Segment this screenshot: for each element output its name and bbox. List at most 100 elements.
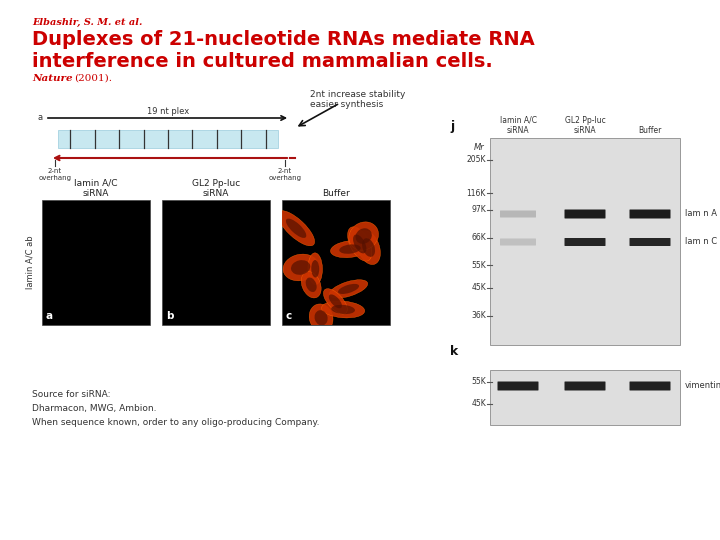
Ellipse shape [286,219,306,238]
Ellipse shape [109,232,132,247]
Text: 55K: 55K [472,377,486,387]
Ellipse shape [88,206,112,238]
Ellipse shape [339,245,361,254]
Ellipse shape [109,190,135,228]
Ellipse shape [49,219,89,238]
Ellipse shape [315,310,328,326]
Ellipse shape [308,253,323,285]
Ellipse shape [114,259,138,271]
Text: 19 nt plex: 19 nt plex [147,107,189,116]
Bar [490,370,680,425]
Ellipse shape [227,273,240,286]
Text: Mr: Mr [474,143,485,152]
Text: b: b [166,311,174,321]
Ellipse shape [210,265,221,289]
Ellipse shape [301,272,321,298]
Ellipse shape [338,284,359,294]
Text: 45K: 45K [472,284,486,293]
FancyBboxPatch shape [564,238,606,246]
FancyBboxPatch shape [500,211,536,218]
Ellipse shape [66,199,87,239]
Ellipse shape [215,261,235,300]
Text: a: a [46,311,53,321]
Ellipse shape [202,294,247,321]
Ellipse shape [220,235,257,269]
Ellipse shape [206,210,242,239]
Ellipse shape [77,259,102,293]
Ellipse shape [131,309,148,326]
Ellipse shape [80,206,91,228]
Ellipse shape [92,273,122,302]
Ellipse shape [323,289,347,314]
FancyBboxPatch shape [500,239,536,246]
Ellipse shape [71,208,83,230]
Ellipse shape [207,235,221,252]
FancyBboxPatch shape [629,238,670,246]
Ellipse shape [155,203,186,235]
Text: lamin A/C
siRNA: lamin A/C siRNA [74,179,118,198]
Text: 97K: 97K [472,206,486,214]
Text: a: a [37,113,42,123]
Bar [162,200,270,325]
Ellipse shape [202,228,227,259]
Text: GL2 Pp-luc
siRNA: GL2 Pp-luc siRNA [564,116,606,135]
Ellipse shape [283,254,318,281]
Ellipse shape [353,234,366,253]
Text: Buffer: Buffer [322,189,350,198]
Ellipse shape [228,243,249,261]
Text: 205K: 205K [467,156,486,165]
Ellipse shape [204,255,226,299]
Ellipse shape [322,301,365,318]
Bar [42,200,150,325]
Ellipse shape [219,271,230,292]
Text: lam n A: lam n A [685,210,717,219]
Text: Nature: Nature [32,74,73,83]
Ellipse shape [306,278,317,292]
Text: Buffer: Buffer [639,126,662,135]
FancyBboxPatch shape [564,381,606,390]
Ellipse shape [309,304,333,332]
Ellipse shape [362,238,375,257]
Ellipse shape [94,214,107,231]
Text: lamin A/C ab: lamin A/C ab [25,235,35,289]
Text: 2nt increase stability
easier synthesis: 2nt increase stability easier synthesis [310,90,405,110]
Text: 66K: 66K [472,233,486,242]
Ellipse shape [58,223,81,234]
Text: GL2 Pp-luc
siRNA: GL2 Pp-luc siRNA [192,179,240,198]
Text: 45K: 45K [472,400,486,408]
Ellipse shape [348,227,372,261]
FancyBboxPatch shape [629,381,670,390]
Ellipse shape [215,216,234,233]
Text: (2001).: (2001). [74,74,112,83]
Text: j: j [450,120,454,133]
Ellipse shape [222,268,246,291]
Text: 116K: 116K [467,188,486,198]
Ellipse shape [124,302,155,333]
Text: 2-nt
overhang: 2-nt overhang [38,168,71,181]
Text: Duplexes of 21-nucleotide RNAs mediate RNA: Duplexes of 21-nucleotide RNAs mediate R… [32,30,535,49]
Text: lam n C: lam n C [685,238,717,246]
Ellipse shape [291,260,310,275]
Ellipse shape [330,280,368,298]
Ellipse shape [212,300,237,315]
Text: vimentin: vimentin [685,381,720,390]
Ellipse shape [356,231,380,265]
Text: Elbashir, S. M. et al.: Elbashir, S. M. et al. [32,18,143,27]
Ellipse shape [101,226,141,253]
Ellipse shape [162,211,180,228]
Ellipse shape [93,291,108,306]
Ellipse shape [184,278,204,296]
Ellipse shape [331,305,355,314]
Text: k: k [450,345,458,358]
Bar [58,130,278,148]
Ellipse shape [99,279,115,295]
Ellipse shape [218,234,251,263]
Ellipse shape [215,256,241,282]
Text: 55K: 55K [472,260,486,269]
Ellipse shape [349,222,379,250]
Ellipse shape [115,198,130,219]
Ellipse shape [236,300,266,327]
Ellipse shape [356,228,372,244]
Text: 2-nt
overhang: 2-nt overhang [269,168,302,181]
Ellipse shape [75,197,96,237]
